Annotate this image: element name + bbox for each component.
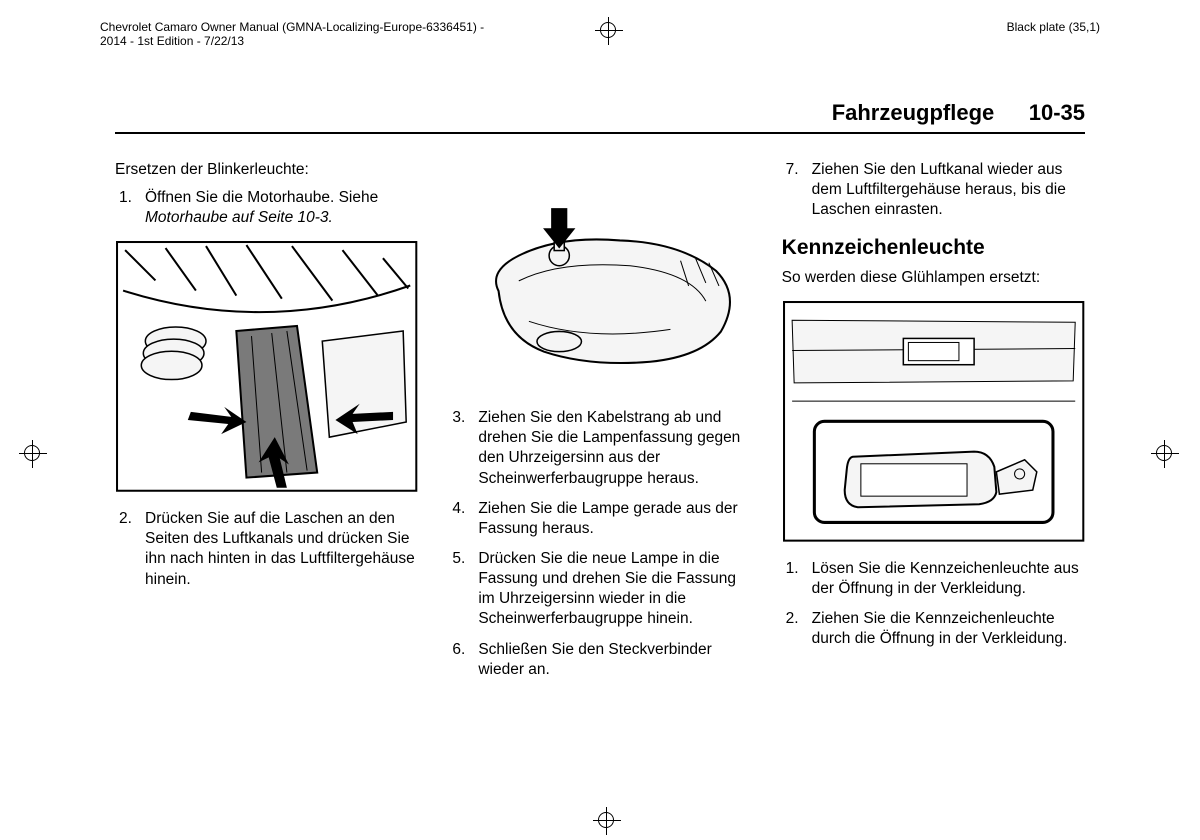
step-text-italic: Motorhaube auf Seite 10-3.: [145, 209, 333, 226]
step-number: 2.: [786, 609, 799, 629]
air-duct-illustration-icon: [115, 240, 418, 493]
column-3: 7. Ziehen Sie den Luftkanal wieder aus d…: [782, 160, 1085, 800]
step-number: 4.: [452, 499, 465, 519]
step-number: 6.: [452, 640, 465, 660]
step-number: 7.: [786, 160, 799, 180]
col1-step1: 1. Öffnen Sie die Motorhaube. Siehe Moto…: [115, 188, 418, 228]
step-text: Ziehen Sie die Lampe gerade aus der Fass…: [478, 500, 737, 537]
figure-headlamp: [448, 200, 751, 392]
subheading-kennzeichen: Kennzeichenleuchte: [782, 234, 1085, 261]
page-header: Fahrzeugpflege 10-35: [832, 100, 1085, 126]
headlamp-illustration-icon: [448, 200, 751, 392]
crop-mark-left-icon: [24, 445, 44, 465]
step-text: Ziehen Sie den Kabelstrang ab und drehen…: [478, 409, 740, 486]
col1-intro: Ersetzen der Blinkerleuchte:: [115, 160, 418, 180]
crop-mark-right-icon: [1156, 445, 1176, 465]
step-number: 5.: [452, 549, 465, 569]
col2-step6: 6. Schließen Sie den Steckverbinder wied…: [448, 640, 751, 680]
column-1: Ersetzen der Blinkerleuchte: 1. Öffnen S…: [115, 160, 418, 800]
license-lamp-illustration-icon: [782, 300, 1085, 543]
col3-s2: 2. Ziehen Sie die Kennzeichenleuchte dur…: [782, 609, 1085, 649]
step-text: Schließen Sie den Steckverbinder wieder …: [478, 641, 712, 678]
step-text: Öffnen Sie die Motorhaube. Siehe: [145, 189, 378, 206]
section-title: Fahrzeugpflege: [832, 100, 995, 126]
col1-step2: 2. Drücken Sie auf die Laschen an den Se…: [115, 509, 418, 590]
step-text: Ziehen Sie die Kennzeichenleuchte durch …: [812, 610, 1068, 647]
step-text: Drücken Sie auf die Laschen an den Seite…: [145, 510, 415, 587]
crop-mark-bottom-icon: [598, 812, 618, 832]
figure-air-duct: [115, 240, 418, 493]
step-text: Lösen Sie die Kennzeichenleuchte aus der…: [812, 560, 1079, 597]
figure-license-lamp: [782, 300, 1085, 543]
col3-step7: 7. Ziehen Sie den Luftkanal wieder aus d…: [782, 160, 1085, 220]
step-number: 3.: [452, 408, 465, 428]
meta-line1: Chevrolet Camaro Owner Manual (GMNA-Loca…: [100, 20, 484, 34]
column-2: 3. Ziehen Sie den Kabelstrang ab und dre…: [448, 160, 751, 800]
step-number: 1.: [786, 559, 799, 579]
col3-intro: So werden diese Glühlampen ersetzt:: [782, 268, 1085, 288]
col2-step3: 3. Ziehen Sie den Kabelstrang ab und dre…: [448, 408, 751, 489]
meta-plate: Black plate (35,1): [1007, 20, 1100, 34]
step-number: 1.: [119, 188, 132, 208]
page-number: 10-35: [1029, 100, 1085, 125]
meta-line2: 2014 - 1st Edition - 7/22/13: [100, 34, 484, 48]
header-rule: [115, 132, 1085, 134]
col2-step5: 5. Drücken Sie die neue Lampe in die Fas…: [448, 549, 751, 630]
col3-s1: 1. Lösen Sie die Kennzeichenleuchte aus …: [782, 559, 1085, 599]
step-number: 2.: [119, 509, 132, 529]
document-meta: Chevrolet Camaro Owner Manual (GMNA-Loca…: [100, 20, 1100, 48]
step-text: Drücken Sie die neue Lampe in die Fassun…: [478, 550, 736, 627]
content-columns: Ersetzen der Blinkerleuchte: 1. Öffnen S…: [115, 160, 1085, 800]
step-text: Ziehen Sie den Luftkanal wieder aus dem …: [812, 161, 1066, 218]
col2-step4: 4. Ziehen Sie die Lampe gerade aus der F…: [448, 499, 751, 539]
